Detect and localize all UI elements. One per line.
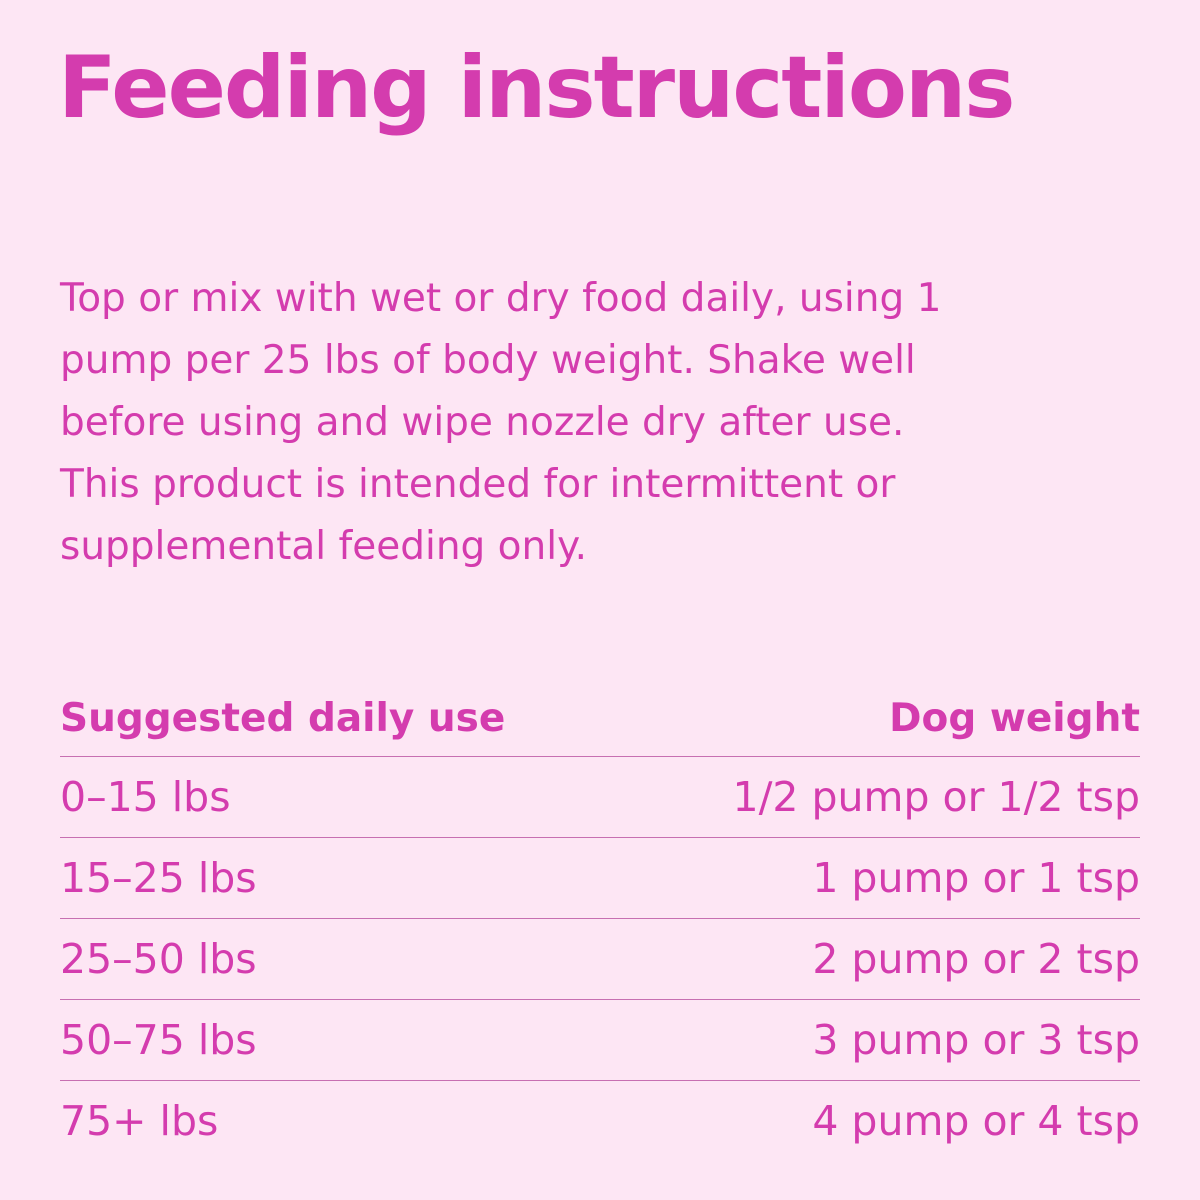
header-cell: Suggested daily use	[60, 695, 506, 741]
table-row: 75+ lbs 4 pump or 4 tsp	[60, 1081, 1140, 1161]
table-cell: 3 pump or 3 tsp	[812, 1016, 1140, 1064]
instructions: Top or mix with wet or dry food daily, u…	[60, 268, 1160, 578]
table-cell: 15–25 lbs	[60, 854, 257, 902]
instruction-line: pump per 25 lbs of body weight. Shake we…	[60, 338, 916, 383]
table-cell: 25–50 lbs	[60, 935, 257, 983]
feeding-table: Suggested daily use Dog weight 0–15 lbs 1/2…	[60, 680, 1140, 1161]
table-row: 15–25 lbs 1 pump or 1 tsp	[60, 838, 1140, 919]
table-cell: 4 pump or 4 tsp	[812, 1097, 1140, 1145]
table-row: 50–75 lbs 3 pump or 3 tsp	[60, 1000, 1140, 1081]
table-row: 25–50 lbs 2 pump or 2 tsp	[60, 919, 1140, 1000]
table-cell: 50–75 lbs	[60, 1016, 257, 1064]
instruction-line: Top or mix with wet or dry food daily, u…	[60, 276, 942, 321]
table-cell: 1/2 pump or 1/2 tsp	[732, 773, 1140, 821]
table-header: Suggested daily use Dog weight	[60, 680, 1140, 757]
table-cell: 0–15 lbs	[60, 773, 231, 821]
instruction-line: supplemental feeding only.	[60, 524, 588, 569]
table-row: 0–15 lbs 1/2 pump or 1/2 tsp	[60, 757, 1140, 838]
title: Feeding instructions	[58, 38, 1015, 138]
instruction-line: This product is intended for intermitten…	[60, 462, 896, 507]
header-cell: Dog weight	[889, 695, 1140, 741]
instruction-line: before using and wipe nozzle dry after u…	[60, 400, 905, 445]
table-cell: 1 pump or 1 tsp	[812, 854, 1140, 902]
table-cell: 2 pump or 2 tsp	[812, 935, 1140, 983]
table-cell: 75+ lbs	[60, 1097, 219, 1145]
